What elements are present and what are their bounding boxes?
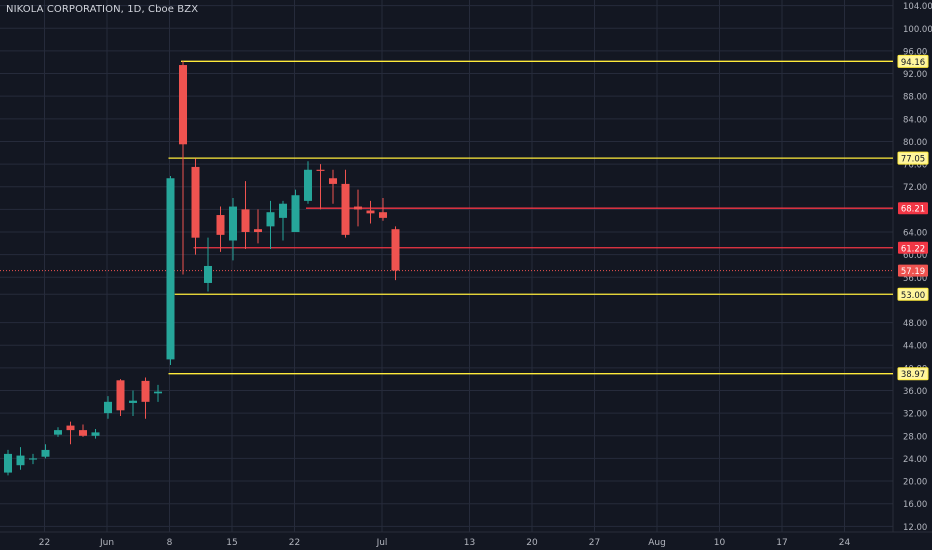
y-tick-label: 72.00 xyxy=(903,183,927,193)
y-tick-label: 16.00 xyxy=(903,500,927,510)
x-tick-label: 13 xyxy=(464,538,475,548)
x-tick-label: 24 xyxy=(839,538,851,548)
y-tick-label: 100.00 xyxy=(903,25,932,35)
candle-body[interactable] xyxy=(241,209,250,233)
candle-body[interactable] xyxy=(254,229,262,233)
y-tick-label: 56.00 xyxy=(903,274,927,284)
candle-body[interactable] xyxy=(154,391,162,394)
x-tick-label: 22 xyxy=(289,538,300,548)
candle-body[interactable] xyxy=(316,169,325,171)
candle-body[interactable] xyxy=(379,212,387,218)
candle-body[interactable] xyxy=(391,229,400,271)
candle-body[interactable] xyxy=(29,458,37,460)
candle-body[interactable] xyxy=(66,425,75,431)
y-tick-label: 64.00 xyxy=(903,229,927,239)
x-tick-label: 22 xyxy=(39,538,50,548)
y-tick-label: 60.00 xyxy=(903,251,927,261)
y-tick-label: 96.00 xyxy=(903,47,927,57)
level-price-label-bg xyxy=(897,54,929,68)
y-tick-label: 36.00 xyxy=(903,387,927,397)
y-tick-label: 12.00 xyxy=(903,523,927,533)
level-price-label-bg xyxy=(898,202,928,215)
candle-body[interactable] xyxy=(54,430,62,435)
level-price-label-bg xyxy=(897,151,929,165)
candle-body[interactable] xyxy=(129,400,137,403)
level-price-label: 77.05 xyxy=(901,155,925,165)
current-price-label: 57.19 xyxy=(901,267,925,277)
y-tick-label: 76.00 xyxy=(903,161,927,171)
y-tick-label: 20.00 xyxy=(903,478,927,488)
level-price-label: 53.00 xyxy=(901,291,925,301)
x-tick-label: 8 xyxy=(167,538,173,548)
x-tick-label: 17 xyxy=(776,538,787,548)
y-tick-label: 80.00 xyxy=(903,138,927,148)
y-tick-label: 24.00 xyxy=(903,455,927,465)
chart-title: NIKOLA CORPORATION, 1D, Cboe BZX xyxy=(6,4,199,15)
current-price-label-bg xyxy=(898,264,928,277)
candle-body[interactable] xyxy=(266,212,275,227)
x-tick-label: Jul xyxy=(376,538,388,548)
level-price-label-bg xyxy=(897,367,929,381)
y-tick-label: 44.00 xyxy=(903,342,927,352)
y-tick-label: 48.00 xyxy=(903,319,927,329)
level-price-label: 94.16 xyxy=(901,58,925,68)
candle-body[interactable] xyxy=(79,430,87,436)
candle-body[interactable] xyxy=(166,178,175,360)
candle-body[interactable] xyxy=(41,449,50,457)
candle-body[interactable] xyxy=(229,206,237,241)
y-tick-label: 88.00 xyxy=(903,93,927,103)
candle-body[interactable] xyxy=(4,453,12,473)
candle-body[interactable] xyxy=(216,215,225,235)
level-price-label: 61.22 xyxy=(901,244,925,254)
candle-body[interactable] xyxy=(354,206,362,210)
y-tick-label: 104.00 xyxy=(903,2,932,12)
candle-body[interactable] xyxy=(366,210,375,214)
candle-body[interactable] xyxy=(304,169,312,201)
candle-body[interactable] xyxy=(91,432,100,436)
x-tick-label: 20 xyxy=(526,538,538,548)
candle-body[interactable] xyxy=(279,203,287,218)
candle-body[interactable] xyxy=(104,401,112,414)
candle-body[interactable] xyxy=(204,265,212,283)
candle-body[interactable] xyxy=(141,380,150,402)
candle-body[interactable] xyxy=(341,183,350,235)
x-tick-label: Aug xyxy=(648,538,666,548)
candle-body[interactable] xyxy=(191,166,200,238)
level-price-label-bg xyxy=(897,287,929,301)
y-tick-label: 28.00 xyxy=(903,432,927,442)
candle-body[interactable] xyxy=(329,178,337,184)
level-price-label: 68.21 xyxy=(901,205,925,215)
x-tick-label: 15 xyxy=(226,538,237,548)
x-tick-label: Jun xyxy=(99,538,114,548)
y-tick-label: 32.00 xyxy=(903,410,927,420)
level-price-label: 38.97 xyxy=(901,370,925,380)
y-tick-label: 92.00 xyxy=(903,70,927,80)
candle-body[interactable] xyxy=(116,380,125,411)
candle-body[interactable] xyxy=(179,65,187,145)
x-tick-label: 27 xyxy=(589,538,600,548)
y-tick-label: 84.00 xyxy=(903,115,927,125)
candle-body[interactable] xyxy=(291,195,300,233)
x-tick-label: 10 xyxy=(714,538,726,548)
candle-body[interactable] xyxy=(16,455,25,466)
level-price-label-bg xyxy=(898,241,928,254)
